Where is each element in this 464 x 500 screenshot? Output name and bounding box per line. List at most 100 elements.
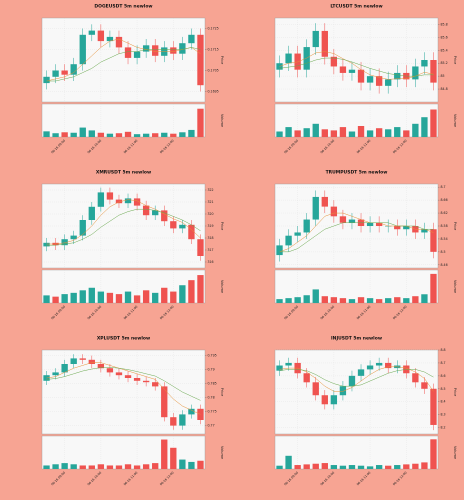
y-tick-label: 85.8 [441, 22, 448, 26]
candle-body [106, 36, 114, 42]
candle-body [276, 365, 283, 371]
volume-bar [115, 465, 123, 469]
candle-body [170, 47, 177, 54]
volume-bar [61, 294, 68, 303]
volume-bar [52, 296, 59, 303]
volume-bar [375, 465, 383, 469]
volume-bar [339, 127, 347, 137]
candle-body [161, 210, 168, 222]
volume-bar [115, 133, 123, 137]
candle-body [303, 47, 310, 70]
volume-bar [142, 133, 150, 137]
candle-body [79, 34, 86, 65]
candle-body [61, 239, 68, 246]
candle-body [421, 60, 428, 67]
volume-bar [43, 131, 50, 137]
moving-average [46, 47, 201, 82]
volume-bar [303, 295, 310, 303]
volume-bar [179, 285, 186, 303]
volume-bar [366, 298, 374, 303]
candle-body [294, 232, 301, 236]
volume-axis-label: Volume [453, 446, 457, 459]
candle-body [421, 229, 428, 233]
y-tick-label: 8.8 [441, 348, 446, 352]
moving-average [279, 222, 434, 253]
volume-bar [339, 465, 347, 469]
volume-bar [188, 129, 195, 137]
candle-body [321, 395, 328, 405]
volume-bar [79, 290, 86, 303]
volume-bar [170, 447, 177, 469]
volume-bar [106, 465, 114, 469]
candle-body [303, 373, 310, 383]
candle-body [430, 229, 437, 252]
y-tick-label: 0.1695 [208, 90, 219, 94]
volume-panel [274, 269, 439, 304]
candle-body [421, 382, 428, 389]
volume-axis-label: Volume [220, 446, 224, 459]
volume-bar [43, 465, 50, 469]
y-tick-label: 0.795 [208, 354, 217, 358]
candle-body [366, 222, 374, 226]
moving-average [46, 199, 201, 245]
volume-bar [321, 296, 328, 303]
volume-bar [115, 294, 123, 303]
y-tick-label: 0.78 [208, 396, 215, 400]
volume-bar [197, 108, 204, 137]
volume-bar [385, 298, 392, 303]
candle-body [152, 382, 159, 387]
y-tick-label: 85 [441, 74, 445, 78]
volume-bar [348, 465, 356, 469]
candle-body [312, 382, 319, 396]
volume-bar [70, 132, 77, 137]
volume-bar [97, 291, 105, 303]
volume-bar [285, 298, 292, 303]
candle-body [394, 72, 401, 80]
volume-bar [106, 133, 114, 137]
volume-bar [421, 462, 428, 469]
volume-panel [41, 269, 206, 304]
y-axis-label: Price [220, 388, 224, 397]
volume-bar [348, 131, 356, 137]
volume-bar [412, 296, 419, 303]
y-tick-label: 0.785 [208, 382, 217, 386]
moving-average [279, 57, 434, 77]
y-tick-label: 8.46 [441, 263, 448, 267]
candle-body [330, 395, 338, 405]
volume-bar [70, 464, 77, 469]
volume-bar [421, 117, 428, 137]
volume-bar [61, 132, 68, 137]
volume-bar [394, 127, 401, 137]
volume-bar [294, 297, 301, 303]
chart-title: TRUMPUSDT 5m newlow [326, 170, 388, 176]
candle-body [330, 206, 338, 217]
candle-body [70, 235, 77, 240]
candle-body [357, 369, 365, 376]
volume-bar [179, 459, 186, 469]
candle-body [312, 30, 319, 48]
y-tick-label: 8.5 [441, 387, 446, 391]
y-tick-label: 0.77 [208, 424, 215, 428]
volume-bar [321, 129, 328, 137]
volume-bar [197, 275, 204, 303]
y-tick-label: 319 [208, 224, 214, 228]
candle-body [412, 373, 419, 383]
volume-bar [357, 465, 365, 469]
volume-bar [161, 132, 168, 137]
volume-bar [394, 297, 401, 303]
candle-body [161, 386, 168, 418]
candle-body [430, 60, 437, 83]
y-tick-label: 322 [208, 188, 214, 192]
y-tick-label: 0.79 [208, 368, 215, 372]
volume-bar [152, 463, 159, 469]
candle-body [133, 378, 141, 381]
volume-bar [430, 439, 437, 469]
volume-bar [124, 131, 132, 137]
candle-body [375, 76, 383, 86]
candle-body [133, 51, 141, 58]
moving-average [279, 366, 434, 392]
volume-bar [285, 127, 292, 137]
y-tick-label: 85.2 [441, 61, 448, 65]
price-panel [41, 183, 206, 269]
volume-bar [403, 464, 410, 469]
